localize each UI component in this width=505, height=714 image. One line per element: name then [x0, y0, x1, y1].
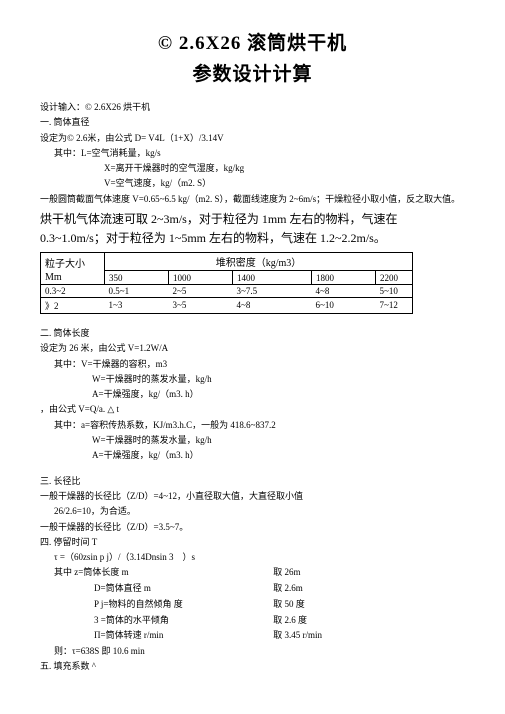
- param-take-3: 取 2.6 度: [221, 613, 307, 629]
- sec2-l3: W=干燥器时的蒸发水量，kg/h: [40, 372, 465, 387]
- sec2-l6: 其中：a=容积传热系数，KJ/m3.h.C，一般为 418.6~837.2: [40, 418, 465, 433]
- sec2-l7: W=干燥器时的蒸发水量，kg/h: [40, 433, 465, 448]
- sec2-l2: 其中：V=干燥器的容积，m3: [40, 357, 465, 372]
- sec3-l3: 一般干燥器的长径比（Z/D）=3.5~7。: [40, 520, 465, 535]
- sec2-l4: A=干燥强度，kg/（m3. h）: [40, 387, 465, 402]
- density-table: 粒子大小 堆积密度（kg/m3） Mm 350 1000 1400 1800 2…: [40, 252, 413, 314]
- param-take-4: 取 3.45 r/min: [221, 628, 322, 644]
- param-label-4: Π=筒体转速 r/min: [40, 628, 219, 644]
- param-label-0: 其中 z=筒体长度 m: [40, 565, 219, 581]
- table-r1-c2: 2~5: [169, 284, 233, 297]
- table-r1-c0: 0.3~2: [41, 284, 105, 297]
- table-r2-c4: 6~10: [312, 297, 376, 313]
- param-take-2: 取 50 度: [221, 597, 305, 613]
- sec1-l3: X=离开干燥器时的空气湿度，kg/kg: [40, 161, 465, 176]
- sec3-l1: 一般干燥器的长径比（Z/D）=4~12，小直径取大值，大直径取小值: [40, 489, 465, 504]
- sec1-l1: 设定为© 2.6米，由公式 D= V4L（1+X）/3.14V: [40, 131, 465, 146]
- table-r1-c3: 3~7.5: [233, 284, 312, 297]
- sec4-l3: 则：τ=638S 即 10.6 min: [40, 644, 465, 659]
- section-2-head: 二. 筒体长度: [40, 326, 465, 341]
- table-col-4: 2200: [376, 271, 413, 285]
- table-col-0: 350: [105, 271, 169, 285]
- table-r2-c0: 》2: [41, 297, 105, 313]
- sec2-l1: 设定为 26 米，由公式 V=1.2W/A: [40, 341, 465, 356]
- table-h1: 粒子大小: [41, 253, 105, 271]
- sec2-l8: A=干燥强度，kg/（m3. h）: [40, 448, 465, 463]
- table-mm: Mm: [41, 271, 105, 285]
- param-row-1: D=筒体直径 m 取 2.6m: [40, 581, 465, 597]
- table-col-1: 1000: [169, 271, 233, 285]
- param-row-4: Π=筒体转速 r/min 取 3.45 r/min: [40, 628, 465, 644]
- table-r2-c2: 3~5: [169, 297, 233, 313]
- param-label-2: P j=物料的自然倾角 度: [40, 597, 219, 613]
- param-take-1: 取 2.6m: [221, 581, 303, 597]
- table-col-3: 1800: [312, 271, 376, 285]
- table-r2-c5: 7~12: [376, 297, 413, 313]
- design-input: 设计输入：© 2.6X26 烘干机: [40, 100, 465, 115]
- table-r2-c1: 1~3: [105, 297, 169, 313]
- table-r1-c1: 0.5~1: [105, 284, 169, 297]
- section-5-head: 五. 填充系数 ^: [40, 659, 465, 674]
- sec1-l4: V=空气速度，kg/（m2. S）: [40, 176, 465, 191]
- table-r2-c3: 4~8: [233, 297, 312, 313]
- sec1-l5: 一般圆筒截面气体速度 V=0.65~6.5 kg/（m2. S），截面线速度为 …: [40, 192, 465, 207]
- title-line-1: © 2.6X26 滚筒烘干机: [40, 28, 465, 55]
- section-4-head: 四. 停留时间 T: [40, 535, 465, 550]
- param-row-0: 其中 z=筒体长度 m 取 26m: [40, 565, 465, 581]
- section-3-head: 三. 长径比: [40, 474, 465, 489]
- sec2-l5: ，由公式 V=Q/a. △ t: [40, 402, 465, 417]
- title-line-2: 参数设计计算: [40, 59, 465, 86]
- sec1-l2: 其中：L=空气消耗量，kg/s: [40, 146, 465, 161]
- section-1-head: 一. 筒体直径: [40, 115, 465, 130]
- sec3-l2: 26/2.6=10，为合适。: [40, 504, 465, 519]
- sec4-l1: τ =（60zsin p j）/（3.14Dnsin 3 ）s: [40, 550, 465, 565]
- param-label-1: D=筒体直径 m: [40, 581, 219, 597]
- table-r1-c4: 4~8: [312, 284, 376, 297]
- param-row-3: 3 =筒体的水平倾角 取 2.6 度: [40, 613, 465, 629]
- param-take-0: 取 26m: [221, 565, 300, 581]
- param-label-3: 3 =筒体的水平倾角: [40, 613, 219, 629]
- sec1-big1: 烘干机气体流速可取 2~3m/s，对于粒径为 1mm 左右的物料，气速在 0.3…: [40, 210, 465, 248]
- param-row-2: P j=物料的自然倾角 度 取 50 度: [40, 597, 465, 613]
- table-h2: 堆积密度（kg/m3）: [105, 253, 413, 271]
- table-col-2: 1400: [233, 271, 312, 285]
- table-r1-c5: 5~10: [376, 284, 413, 297]
